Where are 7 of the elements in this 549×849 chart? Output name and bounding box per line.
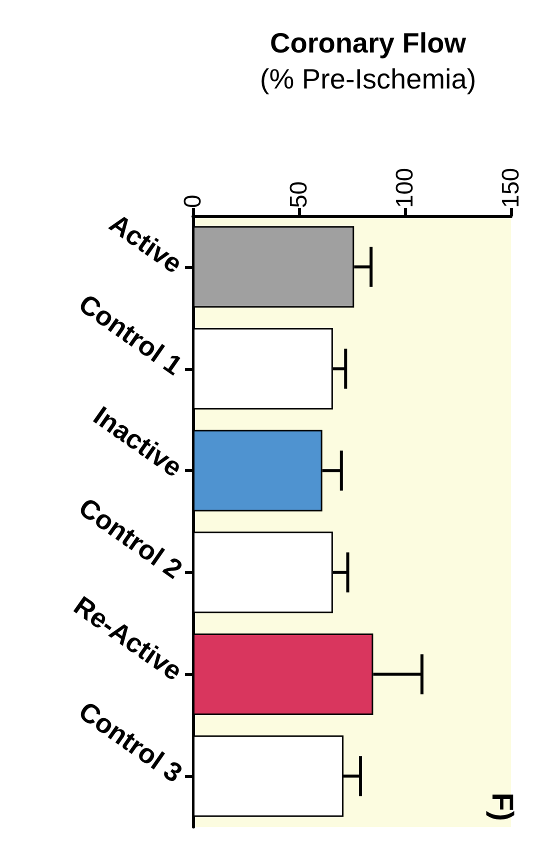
x-tick-label: 0 bbox=[180, 194, 206, 208]
annotation: F) bbox=[486, 792, 518, 822]
x-tick-label: 50 bbox=[286, 181, 312, 208]
x-tick-label: 150 bbox=[498, 168, 524, 208]
chart-subtitle: (% Pre-Ischemia) bbox=[260, 64, 476, 94]
x-tick-label: 100 bbox=[392, 168, 418, 208]
chart-title: Coronary Flow bbox=[270, 28, 466, 58]
